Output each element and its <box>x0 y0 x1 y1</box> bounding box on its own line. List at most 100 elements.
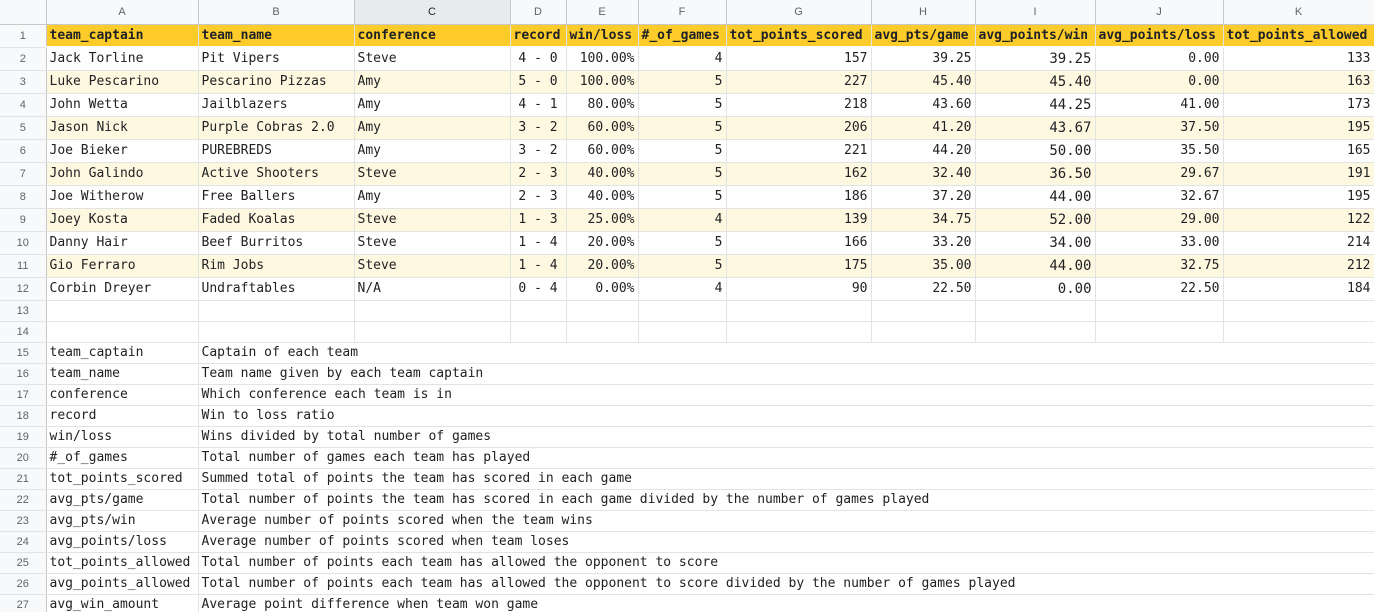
data-cell[interactable]: Amy <box>354 70 511 94</box>
definition-term[interactable]: team_captain <box>46 342 199 364</box>
data-cell[interactable]: 1 - 3 <box>510 208 567 232</box>
data-cell[interactable]: Active Shooters <box>198 162 355 186</box>
data-cell[interactable]: 218 <box>726 93 872 117</box>
data-cell[interactable]: Corbin Dreyer <box>46 277 199 301</box>
definition-term[interactable]: avg_pts/win <box>46 510 199 532</box>
data-cell[interactable]: 34.75 <box>871 208 976 232</box>
data-cell[interactable]: 191 <box>1223 162 1374 186</box>
empty-cell[interactable] <box>1223 321 1374 343</box>
data-cell[interactable]: 0.00% <box>566 277 639 301</box>
data-cell[interactable]: Danny Hair <box>46 231 199 255</box>
definition-term[interactable]: avg_points/loss <box>46 531 199 553</box>
data-cell[interactable]: 4 - 0 <box>510 47 567 71</box>
data-cell[interactable]: Amy <box>354 139 511 163</box>
definition-term[interactable]: tot_points_allowed <box>46 552 199 574</box>
data-cell[interactable]: 45.40 <box>975 70 1096 94</box>
definition-description[interactable]: Team name given by each team captain <box>198 363 1374 385</box>
column-header-i[interactable]: I <box>975 0 1096 25</box>
data-cell[interactable]: 5 <box>638 254 727 278</box>
data-cell[interactable]: Amy <box>354 185 511 209</box>
header-cell[interactable]: conference <box>354 24 511 48</box>
empty-cell[interactable] <box>198 300 355 322</box>
row-number[interactable]: 8 <box>0 185 47 209</box>
header-cell[interactable]: avg_points/win <box>975 24 1096 48</box>
data-cell[interactable]: Gio Ferraro <box>46 254 199 278</box>
empty-cell[interactable] <box>871 321 976 343</box>
row-number[interactable]: 16 <box>0 363 47 385</box>
data-cell[interactable]: 41.00 <box>1095 93 1224 117</box>
data-cell[interactable]: 157 <box>726 47 872 71</box>
data-cell[interactable]: Pescarino Pizzas <box>198 70 355 94</box>
row-number[interactable]: 17 <box>0 384 47 406</box>
empty-cell[interactable] <box>871 300 976 322</box>
empty-cell[interactable] <box>726 300 872 322</box>
data-cell[interactable]: Faded Koalas <box>198 208 355 232</box>
row-number[interactable]: 21 <box>0 468 47 490</box>
column-header-d[interactable]: D <box>510 0 567 25</box>
row-number[interactable]: 18 <box>0 405 47 427</box>
data-cell[interactable]: 5 <box>638 185 727 209</box>
empty-cell[interactable] <box>566 300 639 322</box>
data-cell[interactable]: 39.25 <box>975 47 1096 71</box>
data-cell[interactable]: 60.00% <box>566 139 639 163</box>
data-cell[interactable]: 43.67 <box>975 116 1096 140</box>
empty-cell[interactable] <box>510 321 567 343</box>
header-cell[interactable]: tot_points_allowed <box>1223 24 1374 48</box>
empty-cell[interactable] <box>354 321 511 343</box>
data-cell[interactable]: Pit Vipers <box>198 47 355 71</box>
definition-description[interactable]: Average point difference when team won g… <box>198 594 1374 612</box>
data-cell[interactable]: 195 <box>1223 185 1374 209</box>
column-header-b[interactable]: B <box>198 0 355 25</box>
data-cell[interactable]: 0.00 <box>1095 70 1224 94</box>
data-cell[interactable]: 221 <box>726 139 872 163</box>
empty-cell[interactable] <box>354 300 511 322</box>
data-cell[interactable]: 184 <box>1223 277 1374 301</box>
definition-description[interactable]: Wins divided by total number of games <box>198 426 1374 448</box>
row-number[interactable]: 25 <box>0 552 47 574</box>
data-cell[interactable]: 20.00% <box>566 231 639 255</box>
data-cell[interactable]: Steve <box>354 162 511 186</box>
data-cell[interactable]: 2 - 3 <box>510 162 567 186</box>
data-cell[interactable]: 50.00 <box>975 139 1096 163</box>
data-cell[interactable]: 36.50 <box>975 162 1096 186</box>
data-cell[interactable]: 3 - 2 <box>510 139 567 163</box>
definition-description[interactable]: Total number of games each team has play… <box>198 447 1374 469</box>
data-cell[interactable]: 122 <box>1223 208 1374 232</box>
row-number[interactable]: 11 <box>0 254 47 278</box>
data-cell[interactable]: John Galindo <box>46 162 199 186</box>
data-cell[interactable]: 37.20 <box>871 185 976 209</box>
header-cell[interactable]: team_name <box>198 24 355 48</box>
data-cell[interactable]: 32.67 <box>1095 185 1224 209</box>
definition-description[interactable]: Win to loss ratio <box>198 405 1374 427</box>
data-cell[interactable]: 5 <box>638 93 727 117</box>
data-cell[interactable]: John Wetta <box>46 93 199 117</box>
data-cell[interactable]: 186 <box>726 185 872 209</box>
data-cell[interactable]: 227 <box>726 70 872 94</box>
definition-description[interactable]: Total number of points the team has scor… <box>198 489 1374 511</box>
header-cell[interactable]: tot_points_scored <box>726 24 872 48</box>
data-cell[interactable]: 173 <box>1223 93 1374 117</box>
data-cell[interactable]: 35.00 <box>871 254 976 278</box>
column-header-e[interactable]: E <box>566 0 639 25</box>
definition-term[interactable]: record <box>46 405 199 427</box>
data-cell[interactable]: 1 - 4 <box>510 254 567 278</box>
row-number[interactable]: 27 <box>0 594 47 612</box>
empty-cell[interactable] <box>198 321 355 343</box>
empty-cell[interactable] <box>46 321 199 343</box>
data-cell[interactable]: 5 <box>638 70 727 94</box>
data-cell[interactable]: 2 - 3 <box>510 185 567 209</box>
row-number[interactable]: 4 <box>0 93 47 117</box>
data-cell[interactable]: 80.00% <box>566 93 639 117</box>
data-cell[interactable]: Jason Nick <box>46 116 199 140</box>
data-cell[interactable]: 45.40 <box>871 70 976 94</box>
row-number[interactable]: 6 <box>0 139 47 163</box>
data-cell[interactable]: 52.00 <box>975 208 1096 232</box>
row-number[interactable]: 9 <box>0 208 47 232</box>
empty-cell[interactable] <box>975 300 1096 322</box>
empty-cell[interactable] <box>638 321 727 343</box>
header-cell[interactable]: avg_points/loss <box>1095 24 1224 48</box>
empty-cell[interactable] <box>638 300 727 322</box>
data-cell[interactable]: Free Ballers <box>198 185 355 209</box>
definition-term[interactable]: team_name <box>46 363 199 385</box>
data-cell[interactable]: 163 <box>1223 70 1374 94</box>
